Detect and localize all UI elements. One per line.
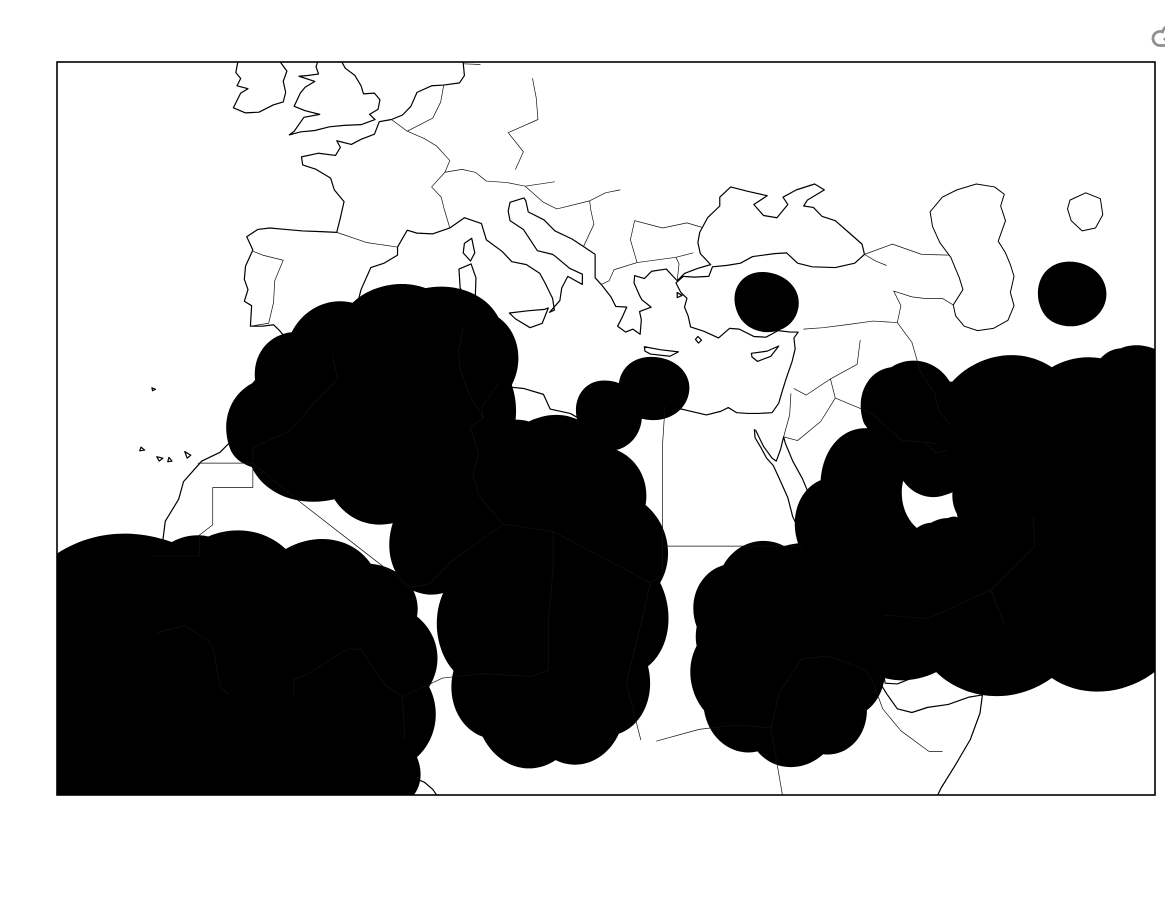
coastline-sinai-arabia-gulf <box>756 424 1157 684</box>
caspian-sea <box>930 184 1014 331</box>
coastline-mediterranean-blacksea <box>287 184 865 424</box>
aral-sea <box>1068 193 1103 231</box>
country-borders <box>152 64 1035 798</box>
coastline-ireland <box>233 59 287 113</box>
map-frame <box>56 61 1156 796</box>
coastline-redsea-africa-horn <box>754 430 982 799</box>
coastline-atlantic-africa <box>148 344 287 798</box>
coastline-iberia-w-europe <box>244 59 464 340</box>
basemap <box>60 59 1157 798</box>
aot-contours <box>57 261 1155 795</box>
aot-contour-level-1.6 <box>452 399 467 424</box>
coastline-britain <box>289 59 380 134</box>
coastline-gulf-of-guinea <box>276 775 439 798</box>
cloud-icon <box>1151 25 1165 47</box>
islands <box>60 238 1021 695</box>
